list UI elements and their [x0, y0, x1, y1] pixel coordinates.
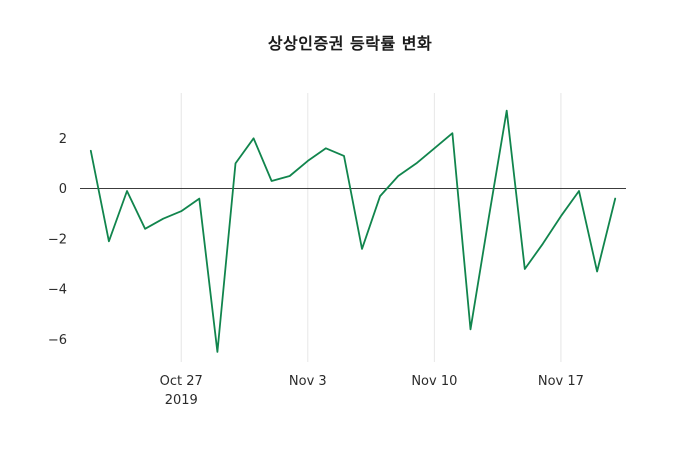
- price-change-line: [89, 109, 617, 353]
- y-tick-label: 0: [59, 182, 67, 197]
- y-tick-label: −2: [48, 232, 67, 247]
- chart-title: 상상인증권 등락률 변화: [267, 34, 433, 53]
- x-tick-label: Nov 17: [538, 374, 584, 389]
- x-tick-label: Nov 10: [411, 374, 457, 389]
- y-tick-label: −4: [48, 283, 67, 298]
- x-tick-sublabel: 2019: [165, 393, 198, 408]
- x-tick-label: Nov 3: [289, 374, 327, 389]
- y-tick-label: −6: [48, 333, 67, 348]
- y-tick-label: 2: [59, 132, 67, 147]
- x-tick-label: Oct 27: [160, 374, 203, 389]
